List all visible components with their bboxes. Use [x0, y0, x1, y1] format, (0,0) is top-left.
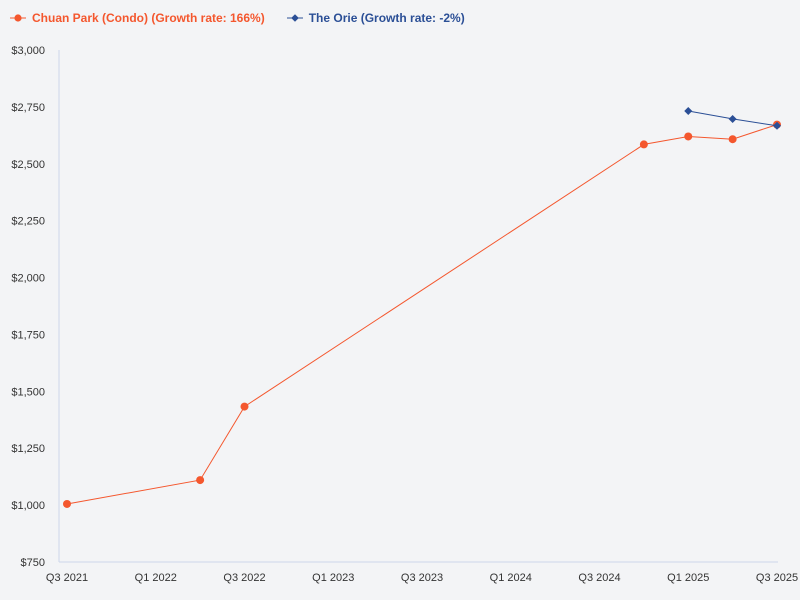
x-tick-label: Q3 2024 [578, 572, 620, 584]
y-tick-label: $1,500 [11, 386, 45, 398]
y-tick-label: $2,000 [11, 273, 45, 285]
series-line-0 [66, 124, 778, 505]
y-tick-label: $750 [21, 557, 45, 569]
data-point-1 [684, 106, 693, 115]
y-tick-label: $2,750 [11, 102, 45, 114]
x-tick-label: Q1 2024 [490, 572, 532, 584]
data-point-1 [773, 121, 781, 130]
legend-label-the-orie: The Orie (Growth rate: -2%) [308, 11, 465, 25]
legend-label-chuan-park: Chuan Park (Condo) (Growth rate: 166%) [32, 11, 265, 25]
circle-marker-icon [10, 14, 26, 22]
y-tick-label: $1,000 [11, 500, 45, 512]
legend: Chuan Park (Condo) (Growth rate: 166%) T… [10, 9, 465, 27]
data-point-0 [684, 132, 693, 141]
legend-item-the-orie[interactable]: The Orie (Growth rate: -2%) [286, 11, 465, 25]
x-tick-label: Q3 2023 [401, 572, 443, 584]
x-tick-label: Q3 2021 [46, 572, 88, 584]
x-tick-label: Q3 2025 [756, 572, 798, 584]
legend-item-chuan-park[interactable]: Chuan Park (Condo) (Growth rate: 166%) [10, 11, 265, 25]
data-point-0 [63, 499, 71, 508]
x-tick-label: Q1 2025 [667, 572, 709, 584]
data-point-0 [639, 140, 648, 149]
y-tick-label: $1,750 [11, 329, 45, 341]
y-tick-label: $1,250 [11, 443, 45, 455]
y-tick-label: $3,000 [11, 45, 45, 57]
data-point-0 [196, 476, 205, 485]
x-tick-label: Q1 2023 [312, 572, 354, 584]
x-tick-label: Q3 2022 [223, 572, 265, 584]
data-point-0 [240, 402, 249, 411]
y-tick-label: $2,500 [11, 159, 45, 171]
y-tick-label: $2,250 [11, 216, 45, 228]
x-tick-label: Q1 2022 [135, 572, 177, 584]
diamond-marker-icon [286, 14, 303, 22]
data-point-0 [728, 135, 737, 144]
data-point-1 [728, 114, 737, 123]
